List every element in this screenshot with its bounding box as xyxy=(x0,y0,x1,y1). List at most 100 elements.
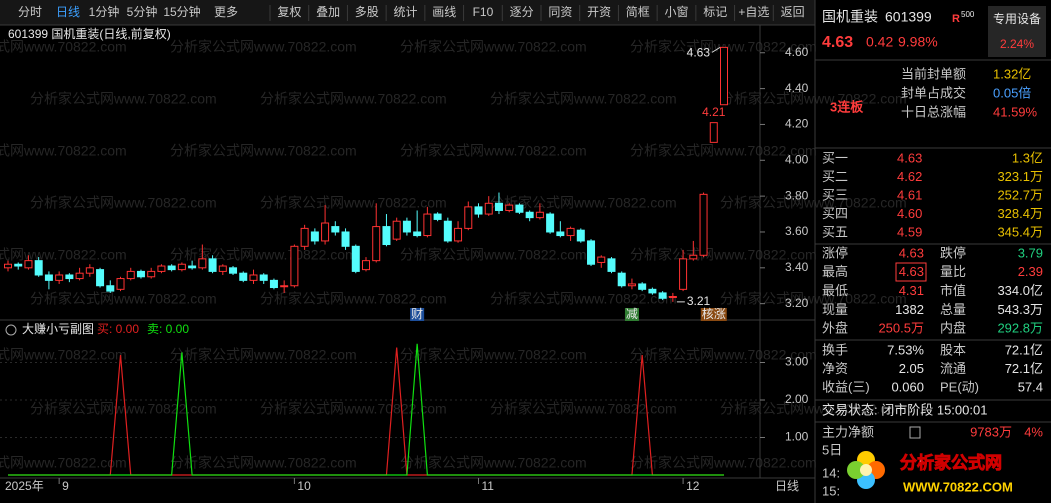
stat-value: 72.1亿 xyxy=(1005,342,1043,357)
toolbar-tab[interactable]: 日线 xyxy=(56,5,80,19)
candle-body xyxy=(106,285,115,292)
price-label: 4.21 xyxy=(702,105,726,119)
bid-label: 买一 xyxy=(822,150,848,165)
toolbar-tab[interactable]: 1分钟 xyxy=(89,4,120,19)
stat-value: 2.39 xyxy=(1018,264,1043,279)
watermark: 分析家公式网www.70822.com xyxy=(400,455,587,471)
candle-body xyxy=(474,206,483,215)
watermark: 分析家公式网www.70822.com xyxy=(490,91,677,107)
candle-body xyxy=(75,272,84,280)
x-tick-label: 12 xyxy=(686,479,700,493)
stat-label: 最高 xyxy=(822,264,848,279)
badge: R xyxy=(952,13,960,25)
toolbar-button[interactable]: F10 xyxy=(473,5,494,19)
candle-body xyxy=(167,265,176,271)
watermark: 分析家公式网www.70822.com xyxy=(0,39,127,55)
candle-body xyxy=(566,227,575,237)
candle-body xyxy=(290,245,299,287)
toolbar-tab[interactable]: 15分钟 xyxy=(163,4,200,19)
stat-label: 外盘 xyxy=(822,321,848,336)
bid-volume: 252.7万 xyxy=(997,187,1043,202)
stat-label: 跌停 xyxy=(940,245,966,260)
stat-label: 涨停 xyxy=(822,245,848,260)
flow-icon[interactable] xyxy=(909,426,921,439)
watermark: 分析家公式网www.70822.com xyxy=(630,247,817,263)
seal-value: 0.05倍 xyxy=(993,85,1031,100)
stat-value: 334.0亿 xyxy=(997,283,1043,298)
candle-body xyxy=(413,231,422,237)
event-marker[interactable]: 核涨 xyxy=(702,306,726,321)
toolbar-tab[interactable]: 5分钟 xyxy=(127,4,158,19)
candle-body xyxy=(208,258,217,272)
candle-body xyxy=(229,267,238,274)
seal-label: 十日总涨幅 xyxy=(901,104,966,119)
toolbar-button[interactable]: 同资 xyxy=(548,5,572,19)
timeline-label: 14: xyxy=(822,465,840,480)
y-tick-label: 4.20 xyxy=(785,117,809,131)
x-tick-label: 11 xyxy=(482,479,495,493)
toolbar-button[interactable]: 叠加 xyxy=(316,5,340,19)
timeline-label: 5日 xyxy=(822,442,842,457)
toolbar-button[interactable]: 返回 xyxy=(781,5,805,19)
toolbar-button[interactable]: 复权 xyxy=(277,5,301,19)
watermark: 分析家公式网www.70822.com xyxy=(400,347,587,363)
bid-volume: 1.3亿 xyxy=(1012,150,1043,165)
event-marker[interactable]: 减 xyxy=(626,307,638,321)
badge-sup: 500 xyxy=(961,10,975,19)
event-marker[interactable]: 财 xyxy=(411,307,423,321)
candle-body xyxy=(147,270,156,278)
watermark: 分析家公式网www.70822.com xyxy=(400,143,587,159)
toolbar-button[interactable]: 多股 xyxy=(355,5,379,19)
toolbar-button[interactable]: 标记 xyxy=(703,5,727,19)
bid-volume: 323.1万 xyxy=(997,169,1043,184)
toolbar-button[interactable]: 开资 xyxy=(587,5,611,19)
y-tick-label: 3.20 xyxy=(785,296,809,310)
candle-body xyxy=(96,269,105,287)
price-label: 3.21 xyxy=(687,294,711,308)
candle-body xyxy=(402,220,411,233)
toolbar-button[interactable]: +自选 xyxy=(738,5,769,19)
toolbar-button[interactable]: 简框 xyxy=(626,5,650,19)
stat-label: 净资 xyxy=(822,361,848,376)
y-tick-label: 3.80 xyxy=(785,188,809,202)
stat-label: PE(动) xyxy=(940,379,979,394)
toolbar-button[interactable]: 统计 xyxy=(393,5,417,19)
change: 0.42 xyxy=(866,34,893,50)
toolbar-button[interactable]: 小窗 xyxy=(664,5,688,19)
candle-body xyxy=(433,213,442,220)
industry-box[interactable] xyxy=(988,6,1046,57)
watermark: 分析家公式网www.70822.com xyxy=(30,91,217,107)
toolbar-button[interactable]: 画线 xyxy=(432,5,456,19)
watermark: 分析家公式网www.70822.com xyxy=(490,401,677,417)
watermark: 分析家公式网www.70822.com xyxy=(0,143,127,159)
logo: 分析家公式网 WWW.70822.COM xyxy=(847,451,1013,494)
watermark: 分析家公式网www.70822.com xyxy=(0,455,127,471)
candle-body xyxy=(34,260,43,276)
y-tick-label: 4.60 xyxy=(785,45,809,59)
candle-body xyxy=(546,213,555,233)
stat-value: 250.5万 xyxy=(878,321,924,336)
toolbar-tab[interactable]: 更多 xyxy=(214,5,238,19)
indicator-icon[interactable] xyxy=(5,324,17,336)
stock-code: 601399 xyxy=(885,9,932,25)
watermark: 分析家公式网www.70822.com xyxy=(170,143,357,159)
candle-body xyxy=(576,229,585,242)
y-tick-label: 3.60 xyxy=(785,224,809,238)
watermark: 分析家公式网www.70822.com xyxy=(260,401,447,417)
toolbar-tab[interactable]: 分时 xyxy=(18,5,42,19)
candle-body xyxy=(341,231,350,247)
flow-label: 主力净额 xyxy=(822,424,874,439)
candle-body xyxy=(85,267,94,274)
quote-panel: 国机重装 601399 R 500 专用设备 2.24% 4.63 0.42 9… xyxy=(815,6,1051,498)
stat-value: 4.63 xyxy=(899,245,924,260)
watermark: 分析家公式网www.70822.com xyxy=(0,247,127,263)
candle-body xyxy=(24,260,33,269)
toolbar-button[interactable]: 逐分 xyxy=(510,5,534,19)
watermark: 分析家公式网www.70822.com xyxy=(630,347,817,363)
candle-body xyxy=(157,265,166,272)
candle-body xyxy=(638,283,647,290)
watermark: 分析家公式网www.70822.com xyxy=(630,455,817,471)
candle-body xyxy=(689,254,698,260)
bid-volume: 345.4万 xyxy=(997,224,1043,239)
